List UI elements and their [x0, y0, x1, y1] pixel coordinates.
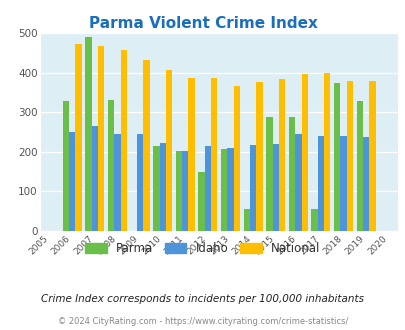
Bar [220, 148, 227, 231]
Bar [175, 151, 182, 231]
Bar [182, 151, 188, 231]
Bar [233, 86, 239, 231]
Bar [301, 74, 307, 231]
Bar [108, 100, 114, 231]
Text: © 2024 CityRating.com - https://www.cityrating.com/crime-statistics/: © 2024 CityRating.com - https://www.city… [58, 317, 347, 326]
Bar [311, 209, 317, 231]
Bar [211, 78, 217, 231]
Bar [323, 73, 330, 231]
Bar [294, 134, 301, 231]
Bar [69, 132, 75, 231]
Bar [340, 136, 346, 231]
Text: Crime Index corresponds to incidents per 100,000 inhabitants: Crime Index corresponds to incidents per… [41, 294, 364, 304]
Bar [317, 136, 323, 231]
Bar [120, 50, 127, 231]
Bar [159, 143, 166, 231]
Bar [92, 126, 98, 231]
Bar [85, 37, 92, 231]
Bar [288, 117, 294, 231]
Bar [333, 82, 340, 231]
Bar [198, 172, 204, 231]
Bar [75, 45, 81, 231]
Bar [153, 146, 159, 231]
Bar [243, 209, 249, 231]
Bar [136, 134, 143, 231]
Bar [63, 101, 69, 231]
Bar [249, 145, 256, 231]
Bar [204, 146, 211, 231]
Bar [166, 70, 172, 231]
Bar [143, 60, 149, 231]
Bar [272, 144, 278, 231]
Bar [356, 101, 362, 231]
Legend: Parma, Idaho, National: Parma, Idaho, National [81, 237, 324, 260]
Bar [278, 79, 285, 231]
Bar [227, 148, 233, 231]
Bar [346, 81, 352, 231]
Bar [98, 47, 104, 231]
Bar [369, 81, 375, 231]
Bar [188, 78, 194, 231]
Text: Parma Violent Crime Index: Parma Violent Crime Index [88, 16, 317, 31]
Bar [362, 137, 369, 231]
Bar [266, 117, 272, 231]
Bar [256, 82, 262, 231]
Bar [114, 134, 120, 231]
